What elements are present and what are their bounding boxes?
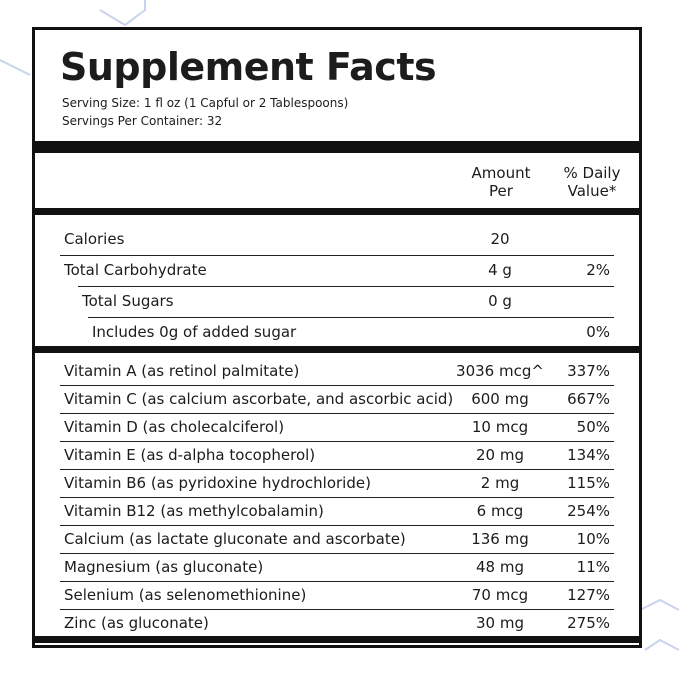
row-daily-value: 2% <box>586 261 610 279</box>
row-daily-value: 337% <box>567 362 610 380</box>
row-divider <box>60 385 614 386</box>
row-divider <box>60 469 614 470</box>
row-divider <box>60 441 614 442</box>
row-divider <box>60 553 614 554</box>
row-divider <box>60 609 614 610</box>
row-name: Selenium (as selenomethionine) <box>64 586 307 604</box>
row-amount: 10 mcg <box>471 418 529 436</box>
row-daily-value: 134% <box>567 446 610 464</box>
row-name: Zinc (as gluconate) <box>64 614 209 632</box>
row-divider <box>78 286 614 287</box>
row-name: Total Sugars <box>82 292 174 310</box>
row-amount: 3036 mcg^ <box>456 362 544 380</box>
row-daily-value: 11% <box>576 558 610 576</box>
row-name: Includes 0g of added sugar <box>92 323 297 341</box>
row-name: Calories <box>64 230 125 248</box>
row-amount: 0 g <box>488 292 512 310</box>
row-name: Vitamin A (as retinol palmitate) <box>64 362 300 380</box>
row-amount: 600 mg <box>471 390 529 408</box>
divider <box>35 141 639 153</box>
row-amount: 4 g <box>488 261 512 279</box>
row-amount: 20 <box>490 230 510 248</box>
row-name: Vitamin B12 (as methylcobalamin) <box>64 502 324 520</box>
divider <box>35 208 639 215</box>
row-daily-value: 115% <box>567 474 610 492</box>
row-name: Calcium (as lactate gluconate and ascorb… <box>64 530 406 548</box>
row-name: Vitamin C (as calcium ascorbate, and asc… <box>64 390 454 408</box>
row-daily-value: 275% <box>567 614 610 632</box>
row-divider <box>88 317 614 318</box>
row-divider <box>60 581 614 582</box>
row-daily-value: 127% <box>567 586 610 604</box>
row-name: Total Carbohydrate <box>64 261 207 279</box>
facts-panel: Supplement Facts Serving Size: 1 fl oz (… <box>32 27 642 648</box>
row-amount: 20 mg <box>476 446 524 464</box>
row-divider <box>60 255 614 256</box>
daily-value-header: % Daily Value* <box>563 164 621 200</box>
row-name: Vitamin D (as cholecalciferol) <box>64 418 285 436</box>
row-daily-value: 0% <box>586 323 610 341</box>
row-amount: 30 mg <box>476 614 524 632</box>
row-daily-value: 10% <box>576 530 610 548</box>
row-daily-value: 254% <box>567 502 610 520</box>
amount-header: Amount Per <box>471 164 531 200</box>
row-name: Magnesium (as gluconate) <box>64 558 264 576</box>
row-divider <box>60 497 614 498</box>
row-daily-value: 667% <box>567 390 610 408</box>
serving-size: Serving Size: 1 fl oz (1 Capful or 2 Tab… <box>62 96 349 110</box>
row-name: Vitamin B6 (as pyridoxine hydrochloride) <box>64 474 371 492</box>
row-amount: 48 mg <box>476 558 524 576</box>
row-divider <box>60 413 614 414</box>
row-amount: 2 mg <box>480 474 520 492</box>
divider <box>35 636 639 643</box>
row-daily-value: 50% <box>576 418 610 436</box>
row-name: Vitamin E (as d-alpha tocopherol) <box>64 446 316 464</box>
title: Supplement Facts <box>60 45 437 89</box>
servings-per-container: Servings Per Container: 32 <box>62 114 223 128</box>
row-amount: 70 mcg <box>471 586 529 604</box>
row-amount: 6 mcg <box>476 502 524 520</box>
row-amount: 136 mg <box>471 530 529 548</box>
row-divider <box>60 525 614 526</box>
divider <box>35 346 639 353</box>
